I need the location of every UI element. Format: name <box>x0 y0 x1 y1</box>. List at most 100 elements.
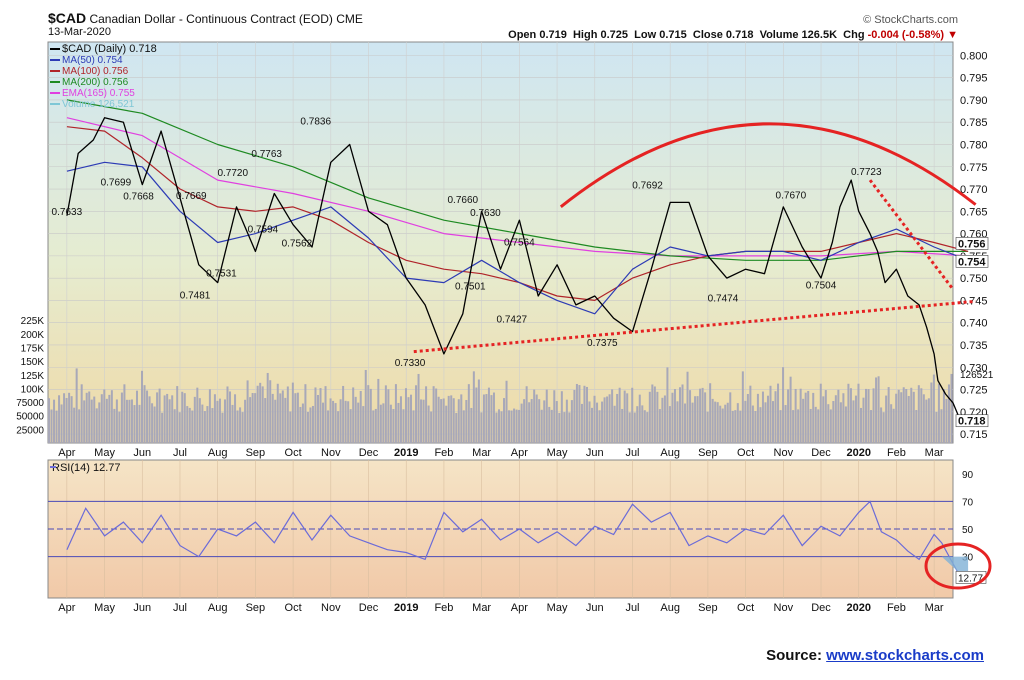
volume-bars <box>48 367 953 443</box>
rsi-tick-label: 70 <box>962 497 974 508</box>
volume-bar <box>490 395 493 443</box>
volume-bar <box>70 396 73 443</box>
price-annotation: 0.7562 <box>282 239 313 250</box>
volume-bar <box>729 392 732 443</box>
price-x-tick-label: Sep <box>698 447 718 459</box>
source-label: Source: <box>766 647 822 664</box>
volume-bar <box>530 399 533 443</box>
volume-bar <box>181 391 184 443</box>
price-x-tick-label: Jul <box>625 447 639 459</box>
volume-bar <box>686 371 689 443</box>
volume-bar <box>621 408 624 443</box>
volume-bar <box>93 396 96 443</box>
volume-bar <box>284 397 287 443</box>
volume-bar <box>457 399 460 443</box>
volume-bar <box>98 402 101 443</box>
volume-bar <box>867 389 870 443</box>
volume-bar <box>123 384 126 443</box>
price-x-tick-label: Feb <box>887 447 906 459</box>
volume-bar <box>719 405 722 443</box>
volume-tick-label: 125K <box>21 371 45 382</box>
volume-bar <box>78 409 81 443</box>
support-trendline <box>413 299 976 354</box>
volume-bar <box>535 394 538 443</box>
volume-bar <box>249 397 252 443</box>
volume-bar <box>352 387 355 443</box>
price-annotation: 0.7375 <box>587 338 618 349</box>
price-x-tick-label: May <box>547 447 568 459</box>
volume-bar <box>794 388 797 443</box>
volume-bar <box>819 383 822 443</box>
volume-bar <box>736 403 739 443</box>
volume-bar <box>656 391 659 443</box>
price-x-tick-label: Mar <box>472 447 491 459</box>
price-tick-label: 0.780 <box>960 139 988 151</box>
volume-bar <box>573 389 576 443</box>
volume-bar <box>327 410 330 443</box>
volume-bar <box>817 409 820 443</box>
volume-bar <box>842 393 845 443</box>
volume-bar <box>191 410 194 443</box>
volume-bar <box>291 382 294 443</box>
volume-bar <box>832 401 835 443</box>
legend-entry: MA(100) 0.756 <box>62 66 129 77</box>
value-tag-label: 0.718 <box>958 416 986 428</box>
volume-bar <box>324 386 327 443</box>
volume-bar <box>120 392 123 443</box>
price-x-tick-label: Sep <box>246 447 266 459</box>
exchange: CME <box>336 12 363 26</box>
price-annotation: 0.7720 <box>217 168 248 179</box>
legend-entry: MA(200) 0.756 <box>62 77 129 88</box>
volume-bar <box>329 398 332 443</box>
volume-bar <box>415 385 418 443</box>
volume-bar <box>681 384 684 443</box>
volume-bar <box>641 405 644 443</box>
volume-bar <box>548 406 551 443</box>
volume-bar <box>389 404 392 443</box>
rsi-x-tick-label: Nov <box>774 602 794 614</box>
volume-bar <box>229 391 232 443</box>
volume-bar <box>646 412 649 443</box>
volume-bar <box>777 383 780 443</box>
price-annotation: 0.7630 <box>470 208 501 219</box>
volume-bar <box>865 388 868 443</box>
volume-bar <box>402 409 405 443</box>
volume-bar <box>470 407 473 443</box>
volume-bar <box>784 405 787 443</box>
volume-bar <box>246 380 249 443</box>
volume-bar <box>196 387 199 443</box>
rsi-x-tick-label: Oct <box>737 602 754 614</box>
volume-bar <box>354 396 357 443</box>
volume-bar <box>691 402 694 443</box>
volume-bar <box>930 382 933 443</box>
rounded-top-arc <box>559 122 977 209</box>
volume-bar <box>887 387 890 443</box>
volume-bar <box>827 404 830 443</box>
volume-bar <box>500 411 503 443</box>
volume-bar <box>751 405 754 443</box>
volume-bar <box>565 399 568 443</box>
volume-bar <box>173 409 176 443</box>
volume-bar <box>809 408 812 443</box>
volume-bar <box>213 394 216 443</box>
open-label: Open <box>508 29 537 41</box>
rsi-x-tick-label: Aug <box>660 602 680 614</box>
volume-bar <box>73 407 76 443</box>
volume-bar <box>188 407 191 443</box>
volume-bar <box>950 373 953 443</box>
volume-bar <box>301 403 304 443</box>
volume-bar <box>349 409 352 443</box>
volume-bar <box>824 390 827 443</box>
volume-bar <box>721 408 724 443</box>
source-link[interactable]: www.stockcharts.com <box>826 647 984 664</box>
volume-bar <box>342 385 345 443</box>
volume-bar <box>653 386 656 443</box>
price-annotation: 0.7723 <box>851 167 882 178</box>
series-line-ema-165- <box>66 117 969 257</box>
volume-bar <box>671 392 674 443</box>
volume-bar <box>130 399 133 443</box>
volume-bar <box>847 383 850 443</box>
rsi-tick-label: 50 <box>962 525 974 536</box>
volume-bar <box>684 403 687 443</box>
volume-bar <box>236 410 239 443</box>
